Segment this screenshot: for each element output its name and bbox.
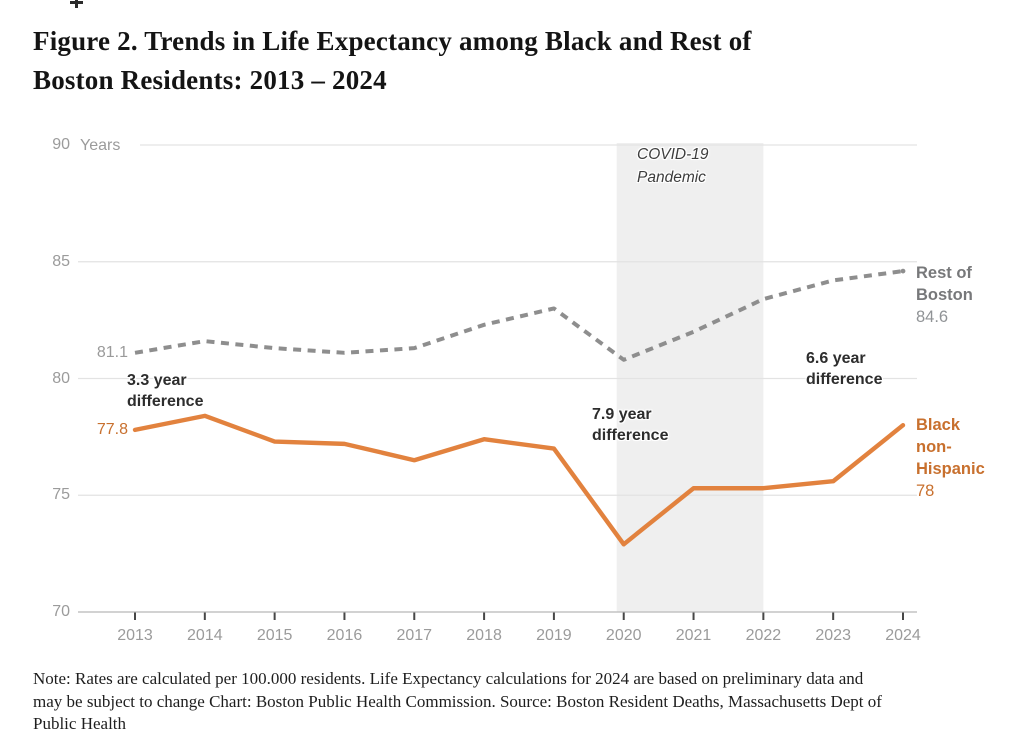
x-tick-label-2021: 2021 (675, 627, 712, 644)
black-end-value: 78 (916, 482, 935, 500)
artifact-stem (75, 0, 78, 8)
covid-band-label: COVID-19 Pandemic (637, 146, 709, 186)
life-expectancy-line-chart: 70 75 80 85 90 2013 2014 2015 2016 2017 2018 2019 2… (0, 118, 1018, 663)
x-tick-label-2024: 2024 (885, 627, 921, 644)
black-non-hispanic-series-name: Black non- Hispanic (916, 416, 985, 478)
cropped-text-artifact (70, 0, 86, 9)
series-end-dot (900, 268, 906, 274)
source-note: Note: Rates are calculated per 100.000 r… (33, 669, 882, 733)
rest-of-boston-start-value: 81.1 (96, 344, 128, 361)
difference-annotation-2020: 7.9 year difference (592, 406, 669, 444)
x-tick-label-2017: 2017 (396, 627, 433, 644)
figure-title: Figure 2. Trends in Life Expectancy amon… (33, 26, 752, 95)
x-tick-label-2023: 2023 (815, 627, 851, 644)
black-non-hispanic-series-label: Black non- Hispanic 78 (916, 414, 1016, 502)
x-tick-label-2019: 2019 (536, 627, 572, 644)
series-line-rest-of-boston (134, 269, 904, 362)
y-tick-label-70: 70 (52, 603, 70, 620)
y-tick-label-85: 85 (52, 252, 70, 270)
y-tick-label-80: 80 (52, 369, 70, 387)
difference-annotation-2013: 3.3 year difference (127, 372, 204, 410)
x-tick-label-2014: 2014 (187, 627, 223, 644)
x-tick-label-2016: 2016 (326, 627, 363, 644)
black-start-value: 77.8 (96, 421, 128, 438)
y-tick-label-90: 90 (52, 136, 70, 153)
series-line-black-non-hispanic (132, 413, 906, 547)
rest-of-boston-series-label: Rest of Boston 84.6 (916, 262, 1016, 328)
covid-band (616, 143, 764, 612)
rest-of-boston-end-value: 84.6 (916, 308, 949, 326)
x-tick-label-2022: 2022 (745, 627, 782, 644)
x-tick-label-2013: 2013 (117, 627, 153, 644)
x-tick-label-2015: 2015 (256, 627, 293, 644)
x-tick-label-2018: 2018 (466, 627, 502, 644)
difference-annotation-2024: 6.6 year difference (806, 350, 883, 388)
rest-of-boston-series-name: Rest of Boston (916, 264, 973, 304)
y-axis-unit-label: Years (80, 137, 121, 154)
x-tick-label-2020: 2020 (605, 627, 642, 644)
y-tick-label-75: 75 (52, 486, 70, 504)
